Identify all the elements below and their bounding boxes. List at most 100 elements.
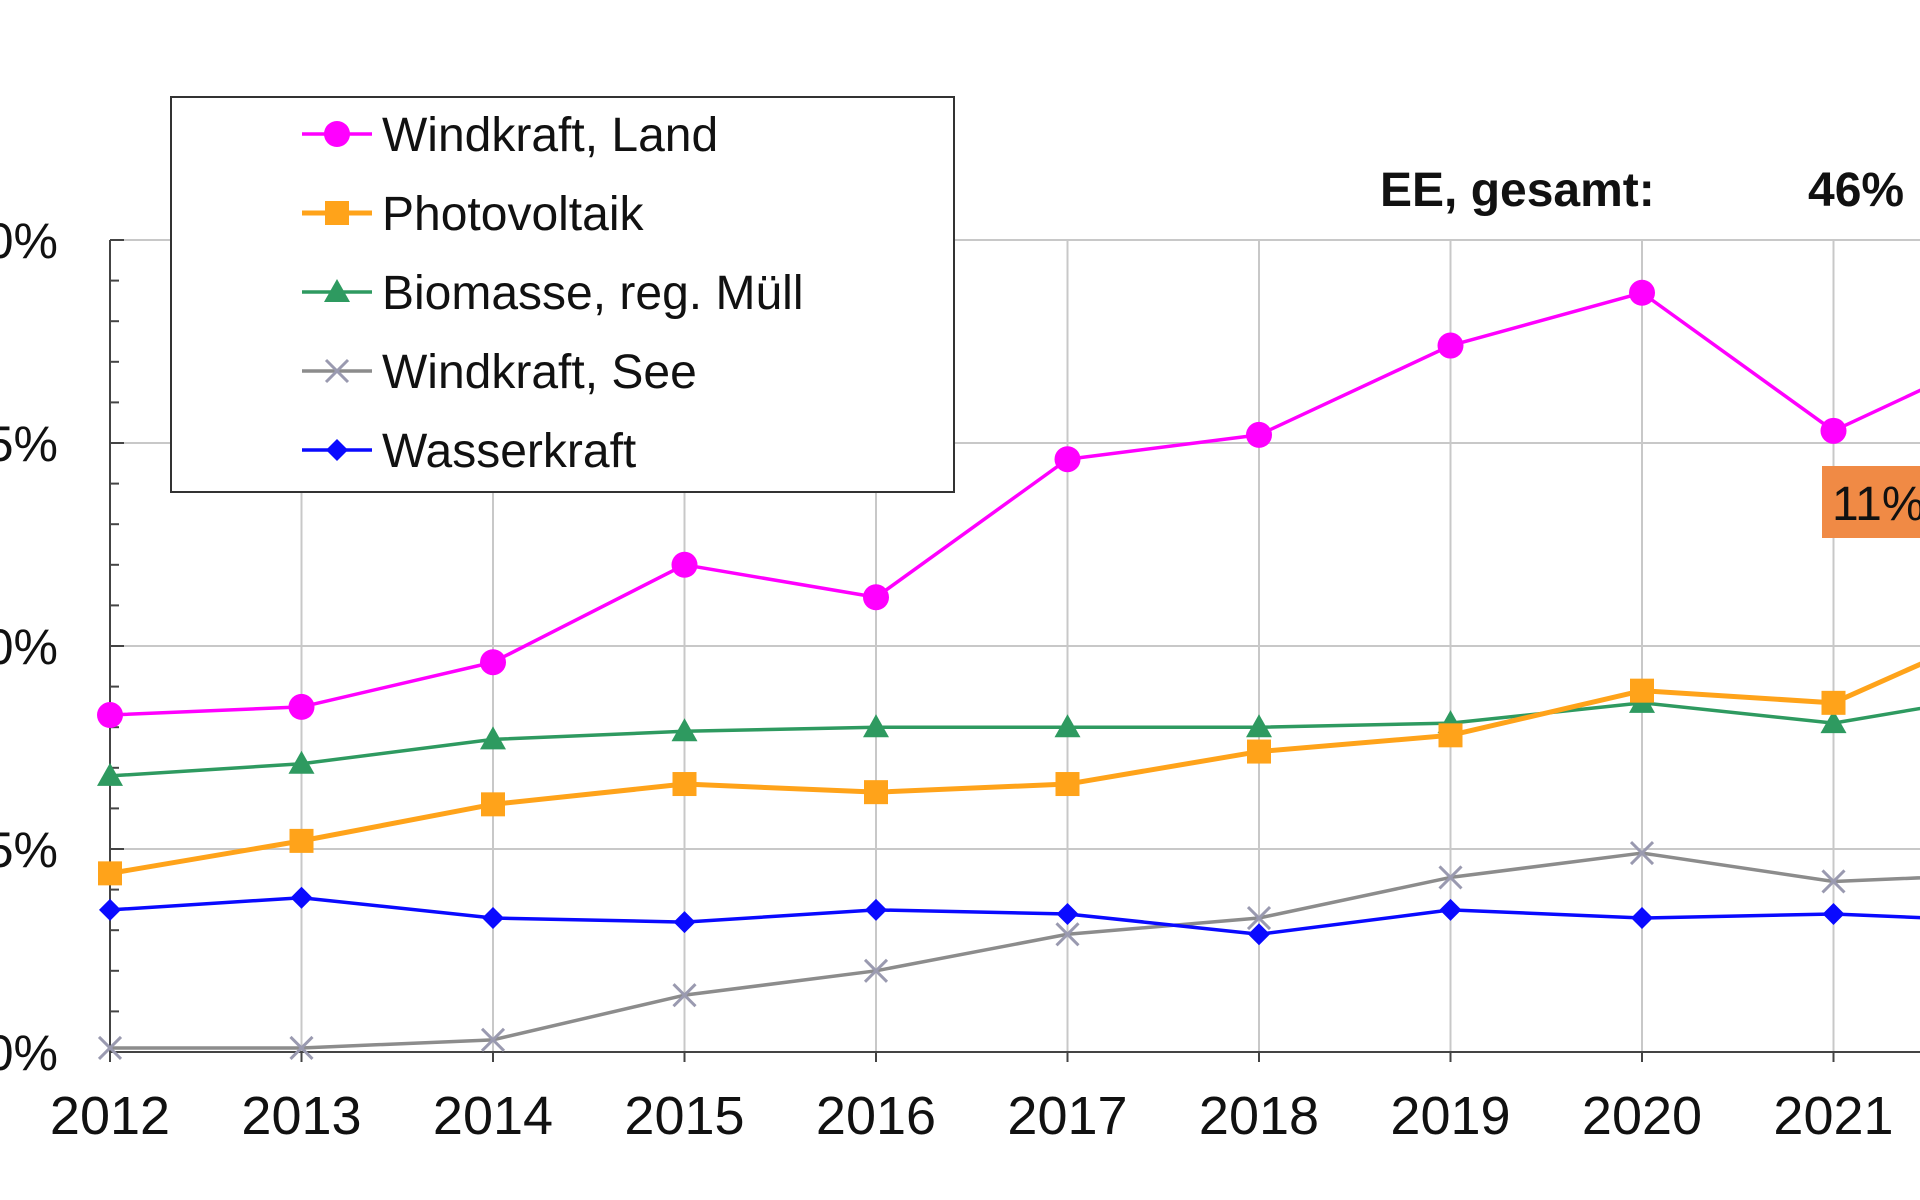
data-point-biomasse-reg-müll-2017 — [1054, 714, 1081, 738]
data-point-windkraft-see-2016 — [863, 958, 889, 983]
series-photovoltaik — [98, 661, 1920, 886]
data-point-biomasse-reg-müll-2014 — [480, 726, 506, 750]
data-point-biomasse-reg-müll-2016 — [863, 714, 889, 738]
data-point-windkraft-see-2019-stroke-b — [1438, 865, 1463, 890]
data-point-wasserkraft-2014 — [482, 907, 504, 930]
legend-marker-wasserkraft — [326, 439, 348, 461]
data-point-windkraft-see-2012 — [97, 1035, 123, 1061]
series-line-photovoltaik — [109, 661, 1920, 876]
data-point-photovoltaik-2021 — [1821, 690, 1846, 715]
value-badge: 11% — [1822, 466, 1920, 538]
data-point-biomasse-reg-müll-2015 — [671, 718, 698, 742]
legend-item-wasserkraft: Wasserkraft — [302, 425, 636, 478]
legend-marker-windkraft-see-stroke-b — [324, 358, 350, 384]
data-point-windkraft-see-2014 — [480, 1027, 506, 1052]
value-badge-text: 11% — [1832, 478, 1920, 531]
series-windkraft-see — [97, 840, 1920, 1061]
data-point-wasserkraft-2021 — [1822, 902, 1845, 925]
x-tick-label-2014: 2014 — [433, 1086, 553, 1146]
legend: Windkraft, Land Photovoltaik Biomasse, reg… — [170, 96, 955, 493]
legend-item-biomasse-reg-müll: Biomasse, reg. Müll — [302, 267, 803, 320]
data-point-wasserkraft-2020 — [1631, 907, 1653, 930]
data-point-windkraft-see-2015 — [672, 983, 697, 1008]
data-point-windkraft-see-2018 — [1246, 905, 1272, 931]
x-tick-label-2021: 2021 — [1773, 1086, 1893, 1146]
x-tick-label-2019: 2019 — [1390, 1086, 1510, 1146]
data-point-windkraft-see-2013-stroke-b — [289, 1035, 314, 1061]
data-point-windkraft-land-2015 — [671, 551, 698, 578]
data-point-windkraft-land-2013 — [288, 693, 315, 720]
total-annotation: EE, gesamt: 46% — [1380, 164, 1904, 217]
y-tick-label-0: 0% — [0, 1025, 58, 1081]
data-point-photovoltaik-2019 — [1438, 723, 1463, 748]
data-point-biomasse-reg-müll-2018 — [1246, 714, 1272, 738]
data-point-wasserkraft-2013 — [290, 886, 313, 909]
data-point-photovoltaik-2015 — [672, 772, 697, 797]
data-point-windkraft-land-2016 — [863, 584, 889, 611]
data-point-windkraft-see-2018-stroke-b — [1246, 905, 1272, 931]
data-point-windkraft-land-2017 — [1054, 446, 1081, 473]
y-tick-label-2: 10% — [0, 619, 58, 675]
legend-label-biomasse-reg-müll: Biomasse, reg. Müll — [382, 267, 803, 320]
data-point-windkraft-see-2017-stroke-b — [1055, 922, 1080, 947]
series-windkraft-land — [97, 279, 1920, 729]
data-point-windkraft-see-2016-stroke-b — [863, 958, 889, 983]
data-point-wasserkraft-2018 — [1248, 923, 1270, 946]
x-tick-label-2017: 2017 — [1007, 1086, 1127, 1146]
data-point-windkraft-land-2021 — [1820, 417, 1847, 444]
data-point-windkraft-see-2021-stroke-b — [1821, 869, 1846, 894]
data-point-photovoltaik-2020 — [1630, 678, 1654, 703]
data-point-windkraft-see-2020 — [1629, 840, 1655, 866]
data-point-windkraft-see-2020-stroke-b — [1629, 840, 1655, 866]
x-tick-label-2020: 2020 — [1582, 1086, 1702, 1146]
total-label: EE, gesamt: — [1380, 164, 1655, 217]
data-point-wasserkraft-2017 — [1056, 902, 1079, 925]
legend-item-windkraft-land: Windkraft, Land — [302, 109, 718, 162]
y-tick-label-3: 15% — [0, 416, 58, 472]
legend-item-photovoltaik: Photovoltaik — [302, 188, 644, 241]
data-point-windkraft-see-2012-stroke-b — [97, 1035, 123, 1061]
x-tick-label-2016: 2016 — [816, 1086, 936, 1146]
data-point-biomasse-reg-müll-2013 — [288, 750, 315, 774]
total-value: 46% — [1808, 164, 1904, 217]
y-tick-label-4: 20% — [0, 213, 58, 269]
data-point-wasserkraft-2019 — [1439, 898, 1462, 921]
data-point-photovoltaik-2017 — [1055, 772, 1080, 797]
legend-label-photovoltaik: Photovoltaik — [382, 188, 644, 241]
x-tick-label-2015: 2015 — [624, 1086, 744, 1146]
data-point-windkraft-see-2017 — [1055, 922, 1080, 947]
data-point-windkraft-see-2014-stroke-b — [480, 1027, 506, 1052]
value-badge-background — [1822, 466, 1920, 538]
data-point-windkraft-see-2015-stroke-b — [672, 983, 697, 1008]
data-point-photovoltaik-2014 — [481, 792, 505, 817]
data-point-photovoltaik-2013 — [289, 828, 314, 853]
data-point-windkraft-land-2019 — [1437, 332, 1464, 359]
data-point-windkraft-land-2014 — [480, 649, 506, 676]
data-point-wasserkraft-2016 — [865, 898, 887, 921]
data-point-photovoltaik-2012 — [98, 861, 122, 886]
data-point-wasserkraft-2015 — [673, 911, 696, 934]
legend-marker-windkraft-see — [324, 358, 350, 384]
series-wasserkraft — [99, 886, 1920, 946]
data-point-wasserkraft-2012 — [99, 898, 121, 921]
legend-label-windkraft-see: Windkraft, See — [382, 346, 697, 399]
data-point-biomasse-reg-müll-2012 — [97, 762, 123, 786]
legend-item-windkraft-see: Windkraft, See — [302, 346, 697, 399]
x-tick-label-2018: 2018 — [1199, 1086, 1319, 1146]
y-tick-label-1: 5% — [0, 822, 58, 878]
x-tick-label-2012: 2012 — [50, 1086, 170, 1146]
data-point-windkraft-see-2013 — [289, 1035, 314, 1061]
data-point-windkraft-land-2012 — [97, 702, 123, 729]
data-point-windkraft-land-2020 — [1629, 279, 1655, 306]
legend-marker-photovoltaik — [325, 201, 349, 225]
data-point-windkraft-see-2021 — [1821, 869, 1846, 894]
legend-marker-windkraft-land — [324, 121, 350, 147]
legend-label-windkraft-land: Windkraft, Land — [382, 109, 718, 162]
legend-marker-biomasse-reg-müll — [324, 279, 350, 302]
x-tick-label-2013: 2013 — [241, 1086, 361, 1146]
data-point-photovoltaik-2016 — [864, 780, 888, 805]
tick-labels: 2012 2013 2014 2015 2016 2017 2018 2019 2020 2021… — [0, 213, 1894, 1146]
data-point-windkraft-land-2018 — [1246, 421, 1272, 448]
legend-label-wasserkraft: Wasserkraft — [382, 425, 636, 478]
